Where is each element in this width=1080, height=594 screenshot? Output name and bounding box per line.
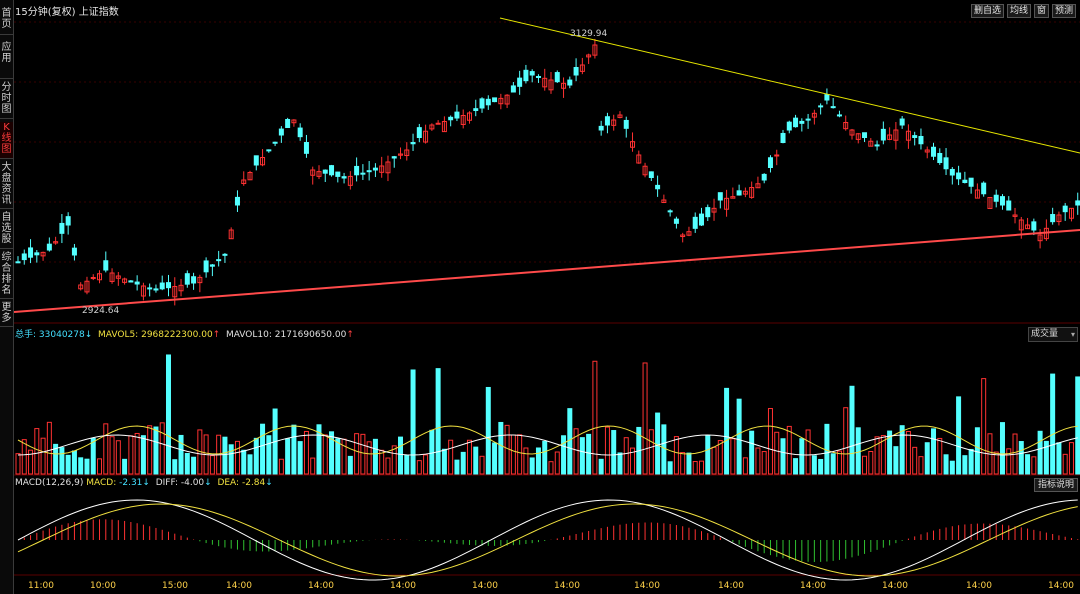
total-volume-value: 33040278 xyxy=(38,330,85,340)
sidebar-item-kline[interactable]: K线图 xyxy=(0,122,13,159)
remove-watchlist-button[interactable]: 删自选 xyxy=(970,4,1004,18)
time-axis-label: 14:00 xyxy=(308,581,334,591)
time-axis-label: 15:00 xyxy=(162,581,188,591)
mavol5-label: MAVOL5: xyxy=(98,330,139,340)
sidebar-item-label: 首页 xyxy=(1,8,12,30)
trendlines xyxy=(14,17,1080,313)
candlestick-series xyxy=(15,38,1080,306)
mavol5-value: 2968222300.00 xyxy=(141,330,213,340)
time-axis-label: 14:00 xyxy=(966,581,992,591)
sidebar-item-label: K线图 xyxy=(1,122,12,155)
macd-indicator xyxy=(17,499,1079,581)
mavol10-label: MAVOL10: xyxy=(225,330,272,340)
macd-name: MACD(12,26,9) xyxy=(15,478,84,488)
sidebar-item-label: 大盘资讯 xyxy=(1,162,12,206)
time-axis-label: 11:00 xyxy=(28,581,54,591)
time-axis: 11:00 10:00 15:00 14:00 14:00 14:00 14:00 14:00… xyxy=(28,581,1074,591)
time-axis-label: 14:00 xyxy=(882,581,908,591)
indicator-selector[interactable]: 成交量 xyxy=(1028,327,1078,342)
time-axis-label: 10:00 xyxy=(90,581,116,591)
dea-label: DEA: xyxy=(217,478,240,488)
sidebar-item-label: 更多 xyxy=(1,302,12,324)
volume-bars xyxy=(15,354,1080,475)
diff-label: DIFF: xyxy=(155,478,178,488)
chart-grid xyxy=(14,21,1080,576)
sidebar-item-label: 自选股 xyxy=(1,212,12,245)
time-axis-label: 14:00 xyxy=(472,581,498,591)
chart-title: 15分钟(复权) 上证指数 xyxy=(15,7,119,18)
time-axis-label: 14:00 xyxy=(1048,581,1074,591)
sidebar-item-more[interactable]: 更多 xyxy=(0,302,13,327)
diff-value: -4.00 xyxy=(180,478,205,488)
volume-header: 总手: 33040278↓ MAVOL5: 2968222300.00↑ MAV… xyxy=(15,330,354,340)
time-axis-label: 14:00 xyxy=(634,581,660,591)
sidebar-item-label: 应用 xyxy=(1,42,12,64)
time-axis-label: 14:00 xyxy=(800,581,826,591)
forecast-button[interactable]: 预测 xyxy=(1051,4,1076,18)
dea-value: -2.84 xyxy=(241,478,266,488)
high-price-annotation: 3129.94 xyxy=(570,29,607,39)
sidebar-item-home[interactable]: 首页 xyxy=(0,8,13,35)
volume-ma-lines xyxy=(17,425,1078,456)
sidebar-item-timeshare[interactable]: 分时图 xyxy=(0,82,13,119)
sidebar-item-label: 分时图 xyxy=(1,82,12,115)
macd-label: MACD: xyxy=(86,478,117,488)
sidebar-item-market-news[interactable]: 大盘资讯 xyxy=(0,162,13,209)
kline-chart[interactable]: 11:00 10:00 15:00 14:00 14:00 14:00 14:00 14:00… xyxy=(14,0,1080,594)
time-axis-label: 14:00 xyxy=(718,581,744,591)
window-button[interactable]: 窗 xyxy=(1033,4,1049,18)
time-axis-label: 14:00 xyxy=(554,581,580,591)
mavol10-value: 2171690650.00 xyxy=(274,330,347,340)
time-axis-label: 14:00 xyxy=(390,581,416,591)
low-price-annotation: 2924.64 xyxy=(82,306,119,316)
sidebar-item-label: 综合排名 xyxy=(1,252,12,296)
sidebar-item-apps[interactable]: 应用 xyxy=(0,42,13,79)
total-volume-label: 总手: xyxy=(15,330,37,340)
moving-average-button[interactable]: 均线 xyxy=(1006,4,1031,18)
time-axis-label: 14:00 xyxy=(226,581,252,591)
sidebar-item-ranking[interactable]: 综合排名 xyxy=(0,252,13,299)
top-toolbar: 删自选 均线 窗 预测 xyxy=(970,4,1076,18)
macd-value: -2.31 xyxy=(119,478,143,488)
sidebar-item-watchlist[interactable]: 自选股 xyxy=(0,212,13,249)
indicator-help-button[interactable]: 指标说明 xyxy=(1033,478,1078,492)
macd-header: MACD(12,26,9) MACD: -2.31↓ DIFF: -4.00↓ … xyxy=(15,478,273,488)
left-sidebar: 首页 应用 分时图 K线图 大盘资讯 自选股 综合排名 更多 xyxy=(0,0,14,594)
